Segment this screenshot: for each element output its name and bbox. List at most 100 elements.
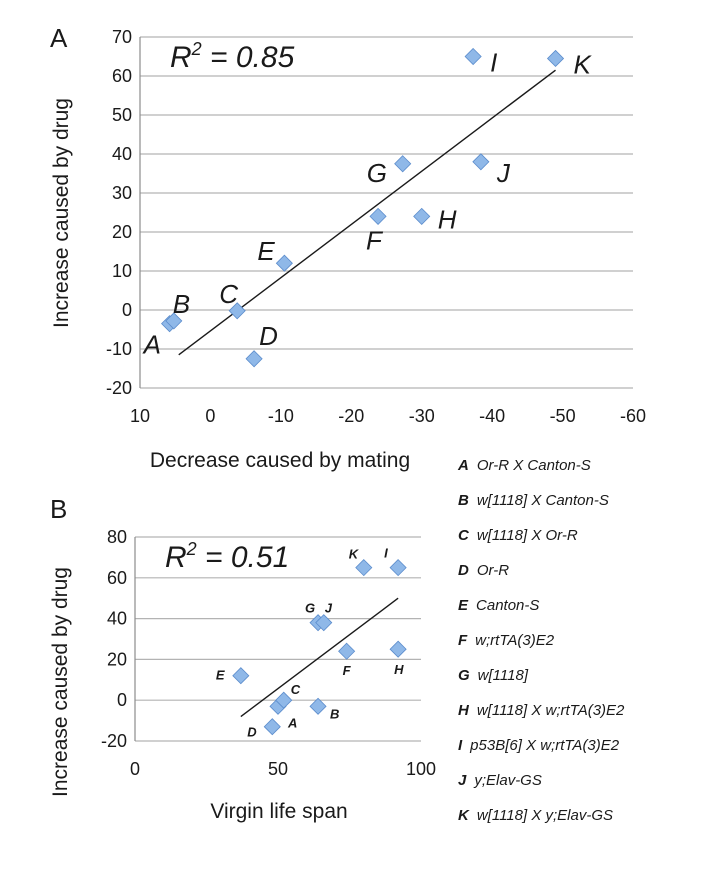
panel-b-x-tick-label: 0 (130, 759, 140, 779)
panel-b-y-tick-label: 60 (107, 568, 127, 588)
panel-b-point-label-h: H (394, 662, 404, 677)
panel-a-data-point-c (228, 302, 246, 320)
legend-key: H (458, 702, 469, 719)
legend-text: w[1118] X Or-R (476, 527, 578, 544)
legend-key: K (458, 807, 469, 824)
panel-a-data-point-k (546, 49, 565, 68)
legend-key: B (458, 492, 469, 509)
legend-item-e: E Canton-S (458, 592, 718, 627)
panel-a-y-axis-title: Increase caused by drug (50, 98, 73, 328)
panel-a-x-tick-label: -60 (620, 406, 646, 426)
panel-a-data-point-h (413, 207, 431, 225)
panel-a-x-tick-label: -20 (338, 406, 364, 426)
panel-b-x-tick-label: 100 (406, 759, 436, 779)
panel-a-data-point-f (369, 207, 387, 225)
legend-text: Canton-S (476, 597, 540, 614)
panel-b-data-point-k (355, 559, 373, 577)
panel-b-r2-sup: 2 (186, 539, 197, 559)
legend-item-a: A Or-R X Canton-S (458, 452, 718, 487)
panel-a-y-tick-label: 20 (112, 222, 132, 242)
panel-b-data-point-j (315, 614, 333, 632)
panel-b-point-label-d: D (247, 725, 257, 740)
panel-a-y-tick-label: 60 (112, 66, 132, 86)
panel-a-point-label-k: K (574, 49, 593, 79)
panel-a-point-label-d: D (259, 321, 278, 351)
panel-b-point-label-f: F (343, 663, 352, 678)
panel-b-data-point-b (309, 697, 327, 715)
panel-a-data-point-d (245, 350, 263, 368)
panel-b-y-tick-label: 80 (107, 527, 127, 547)
panel-a-y-tick-label: 70 (112, 27, 132, 47)
legend-key: J (458, 772, 467, 789)
legend-text: w;rtTA(3)E2 (475, 632, 555, 649)
panel-a-y-tick-label: -10 (106, 339, 132, 359)
panel-b-point-label-k: K (349, 547, 360, 562)
panel-b-data-point-c (275, 691, 293, 709)
legend-key: F (458, 632, 468, 649)
panel-a-x-axis-title: Decrease caused by mating (150, 449, 410, 472)
panel-b-point-label-j: J (325, 601, 333, 616)
panel-b-data-point-i (389, 559, 407, 577)
panel-b-r2-suffix: = 0.51 (197, 541, 290, 574)
legend-text: Or-R X Canton-S (476, 457, 591, 474)
panel-a-y-tick-label: 50 (112, 105, 132, 125)
panel-a-x-tick-label: -40 (479, 406, 505, 426)
panel-a-point-label-g: G (367, 158, 387, 188)
panel-a-r2-prefix: R (170, 41, 192, 74)
panel-a-point-label-i: I (490, 48, 497, 78)
panel-b-data-point-e (232, 667, 250, 685)
legend-key: C (458, 527, 469, 544)
panel-a-y-ticks: -20 -10 0 10 20 30 40 50 60 70 (106, 27, 132, 398)
panel-a-x-tick-label: -30 (409, 406, 435, 426)
legend-key: D (458, 562, 469, 579)
panel-a-data-point-j (472, 153, 490, 171)
panel-a-point-label-h: H (438, 204, 457, 234)
panel-a-data-point-g (394, 155, 412, 173)
panel-a-data-point-i (464, 47, 482, 66)
legend-text: p53B[6] X w;rtTA(3)E2 (470, 737, 620, 754)
panel-a-data-point-e (275, 254, 293, 272)
legend-text: Or-R (476, 562, 510, 579)
panel-a-x-tick-label: 0 (205, 406, 215, 426)
legend-text: w[1118] X w;rtTA(3)E2 (476, 702, 625, 719)
panel-b-y-tick-label: 20 (107, 649, 127, 669)
panel-a-y-tick-label: 10 (112, 261, 132, 281)
panel-a-gridlines (140, 36, 633, 389)
panel-a-y-tick-label: -20 (106, 378, 132, 398)
legend-text: w[1118] (477, 667, 528, 684)
panel-a-r2-annotation: R2 = 0.85 (170, 39, 295, 74)
panel-a-r2-sup: 2 (191, 39, 202, 59)
panel-a-point-label-j: J (496, 158, 511, 188)
panel-b-data-point-h (389, 640, 407, 658)
panel-a-point-label-b: B (173, 289, 190, 319)
legend-text: w[1118] X Canton-S (476, 492, 609, 509)
panel-b-y-tick-label: -20 (101, 731, 127, 751)
panel-b-point-label-b: B (330, 706, 339, 721)
legend-key: I (458, 737, 463, 754)
panel-a-y-tick-label: 40 (112, 144, 132, 164)
panel-b-y-axis-title: Increase caused by drug (49, 567, 72, 797)
panel-a-y-tick-label: 0 (122, 300, 132, 320)
panel-b-x-tick-label: 50 (268, 759, 288, 779)
panel-b-r2-prefix: R (165, 541, 187, 574)
panel-b-point-label-c: C (291, 682, 301, 697)
panel-b-data-point-d (263, 718, 281, 736)
panel-b-data-point-f (338, 642, 356, 660)
panel-a-point-label-e: E (257, 236, 275, 266)
panel-b-point-label-i: I (384, 546, 388, 561)
panel-a-point-label-c: C (219, 279, 238, 309)
panel-a-data-point-b (165, 312, 183, 330)
panel-b-points: A B C D E F G H I J K (216, 546, 407, 740)
panel-a-x-tick-label: -10 (268, 406, 294, 426)
panel-b-y-tick-label: 0 (117, 690, 127, 710)
panel-b-point-label-e: E (216, 668, 225, 683)
